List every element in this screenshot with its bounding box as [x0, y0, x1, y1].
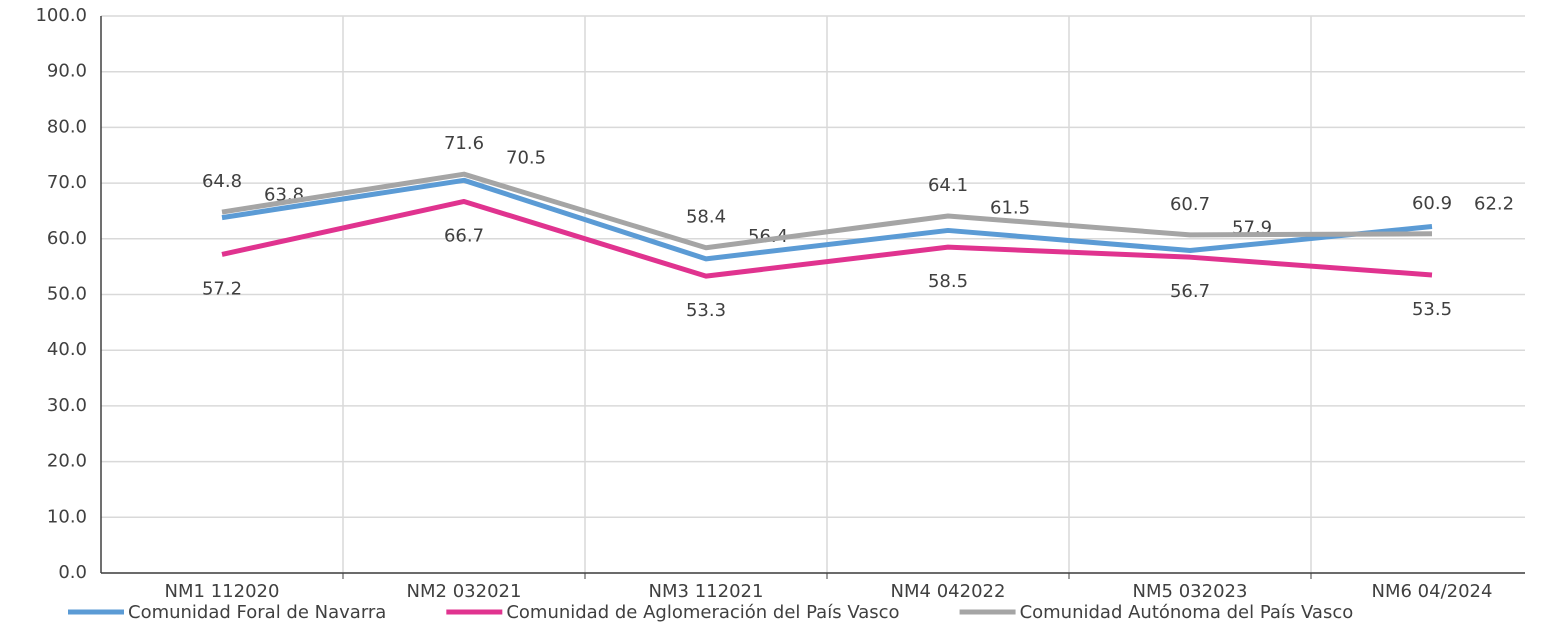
data-label: 62.2 [1474, 194, 1514, 215]
data-label: 64.8 [202, 171, 242, 192]
data-label: 60.9 [1412, 193, 1452, 214]
data-label: 61.5 [990, 197, 1030, 218]
x-tick-label: NM1 112020 [165, 581, 280, 602]
data-label: 57.2 [202, 278, 242, 299]
legend-label: Comunidad Foral de Navarra [128, 602, 386, 623]
y-tick-label: 20.0 [47, 451, 87, 472]
data-label: 60.7 [1170, 194, 1210, 215]
x-tick-label: NM4 042022 [891, 581, 1006, 602]
y-tick-label: 0.0 [58, 562, 87, 583]
x-tick-label: NM3 112021 [649, 581, 764, 602]
x-tick-label: NM5 032023 [1133, 581, 1248, 602]
y-tick-label: 90.0 [47, 61, 87, 82]
y-tick-label: 30.0 [47, 395, 87, 416]
data-label: 64.1 [928, 175, 968, 196]
y-tick-label: 10.0 [47, 506, 87, 527]
y-tick-label: 40.0 [47, 339, 87, 360]
data-label: 53.3 [686, 300, 726, 321]
y-tick-label: 60.0 [47, 228, 87, 249]
data-label: 66.7 [444, 225, 484, 246]
data-label: 56.7 [1170, 281, 1210, 302]
y-tick-label: 70.0 [47, 172, 87, 193]
x-tick-label: NM6 04/2024 [1372, 581, 1493, 602]
data-label: 70.5 [506, 147, 546, 168]
x-tick-label: NM2 032021 [407, 581, 522, 602]
y-tick-label: 100.0 [35, 5, 87, 26]
y-tick-label: 80.0 [47, 116, 87, 137]
legend-label: Comunidad Autónoma del País Vasco [1020, 602, 1354, 623]
series-line [221, 171, 1433, 251]
y-tick-label: 50.0 [47, 284, 87, 305]
data-label: 58.5 [928, 271, 968, 292]
data-label: 58.4 [686, 207, 726, 228]
legend-label: Comunidad de Aglomeración del País Vasco [506, 602, 899, 623]
data-label: 53.5 [1412, 299, 1452, 320]
series-line [221, 198, 1433, 279]
data-label: 71.6 [444, 133, 484, 154]
series-line [221, 177, 1433, 262]
